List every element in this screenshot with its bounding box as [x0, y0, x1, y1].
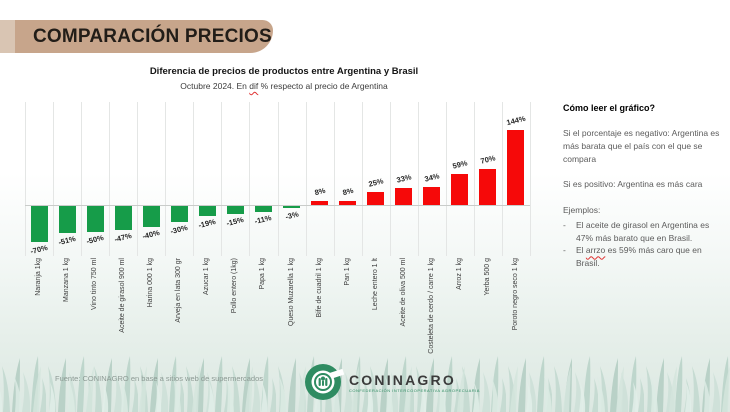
category-label: Arroz 1 kg: [455, 258, 463, 290]
category-label: Papa 1 kg: [259, 258, 267, 290]
chart-subtitle-prefix: Octubre 2024. En: [180, 81, 250, 91]
gridline: [81, 102, 83, 256]
gridline: [530, 102, 531, 256]
title-banner: COMPARACIÓN PRECIOS: [15, 20, 273, 53]
gridline: [25, 102, 26, 256]
banner-accent-strip: [0, 20, 15, 53]
source-caption: Fuente: CONINAGRO en base a sitios web d…: [55, 374, 264, 383]
bar: [339, 201, 357, 205]
bar: [226, 206, 244, 214]
gridline: [165, 102, 167, 256]
chart-title: Diferencia de precios de productos entre…: [149, 66, 419, 77]
bar: [58, 206, 76, 233]
bullet-2-text: El arrzo es 59% más caro que en Brasil.: [576, 245, 702, 268]
category-label: Bife de cuadril 1 kg: [315, 258, 323, 318]
chart-subtitle-suffix: % respecto al precio de Argentina: [258, 81, 388, 91]
category-label: Yerba 500 g: [483, 258, 491, 296]
panel-paragraph-positive: Si es positivo: Argentina es más cara: [563, 179, 703, 190]
gridline: [361, 102, 363, 256]
gridline: [193, 102, 195, 256]
bar: [395, 188, 413, 205]
category-label: Pollo entero (1kg): [231, 258, 239, 314]
gridline: [277, 102, 279, 256]
gridline: [305, 102, 307, 256]
coninagro-logo-name: CONINAGRO: [349, 371, 456, 388]
gridline: [109, 102, 111, 256]
category-label: Aceite de girasol 900 ml: [119, 258, 127, 333]
bar-value-label: 144%: [505, 113, 527, 128]
bar: [311, 201, 329, 205]
bar: [114, 206, 132, 230]
page-title: COMPARACIÓN PRECIOS: [33, 25, 272, 47]
zero-axis-line: [25, 205, 530, 206]
gridline: [389, 102, 391, 256]
grass-decoration: [0, 354, 730, 412]
gridline: [473, 102, 475, 256]
bar: [86, 206, 104, 232]
bar: [254, 206, 272, 212]
gridline: [417, 102, 419, 256]
bar: [367, 192, 385, 205]
chart-subtitle: Octubre 2024. En dif % respecto al preci…: [20, 81, 548, 91]
bar-value-label: 70%: [479, 153, 497, 166]
bar: [170, 206, 188, 222]
category-label: Vino tinto 750 ml: [91, 258, 99, 311]
bar: [142, 206, 160, 227]
bar-value-label: -3%: [283, 209, 300, 222]
gridline: [445, 102, 447, 256]
gridline: [221, 102, 223, 256]
example-bullet-2: - El arrzo es 59% más caro que en Brasil…: [563, 244, 725, 270]
bar: [198, 206, 216, 216]
bullet-1-text: El aceite de girasol en Argentina es 47%…: [576, 219, 710, 243]
bullet-dash: -: [563, 245, 566, 256]
category-label: Poroto negro seco 1 kg: [511, 258, 519, 331]
bar: [423, 187, 441, 205]
examples-label: Ejemplos:: [563, 205, 601, 215]
bar: [451, 174, 469, 205]
panel-paragraph-negative: Si el porcentaje es negativo: Argentina …: [563, 128, 720, 164]
category-label: Costeleta de cerdo / carre 1 kg: [427, 258, 435, 354]
category-label: Harina 000 1 kg: [147, 258, 155, 308]
category-label: Arveja en lata 300 gr: [175, 258, 183, 323]
category-label: Aceite de oliva 500 ml: [399, 258, 407, 327]
gridline: [137, 102, 139, 256]
coninagro-logo-subtitle: CONFEDERACIÓN INTERCOOPERATIVA AGROPECUA…: [349, 387, 480, 393]
bullet-dash: -: [563, 219, 566, 230]
category-label: Pan 1 kg: [343, 258, 351, 286]
coninagro-logo: CONINAGRO CONFEDERACIÓN INTERCOOPERATIVA…: [302, 361, 480, 403]
bar: [283, 206, 301, 208]
chart-subtitle-misspelled-word: dif: [249, 81, 259, 91]
panel-heading: Cómo leer el gráfico?: [563, 103, 656, 113]
example-bullet-1: - El aceite de girasol en Argentina es 4…: [563, 219, 725, 245]
bar: [30, 206, 48, 242]
how-to-read-panel: Cómo leer el gráfico? Si el porcentaje e…: [563, 103, 725, 270]
category-label: Azucar 1 kg: [203, 258, 211, 295]
gridline: [333, 102, 335, 256]
bar: [507, 130, 525, 205]
category-label: Queso Muzarella 1 kg: [287, 258, 295, 327]
category-label: Leche entero 1 lt: [371, 258, 379, 311]
gridline: [501, 102, 503, 256]
bar: [479, 169, 497, 205]
gridline: [53, 102, 55, 256]
coninagro-logo-icon: [305, 364, 344, 400]
category-label: Manzana 1 kg: [63, 258, 71, 302]
gridline: [249, 102, 251, 256]
category-label: Naranja 1kg: [35, 258, 43, 296]
bar-chart-plot-area: -70% -51% -50% -47% -40% -30% -19% -15% -11% -3% 8…: [25, 102, 531, 256]
bullet-2-misspelled-word: arrzo: [585, 245, 606, 256]
